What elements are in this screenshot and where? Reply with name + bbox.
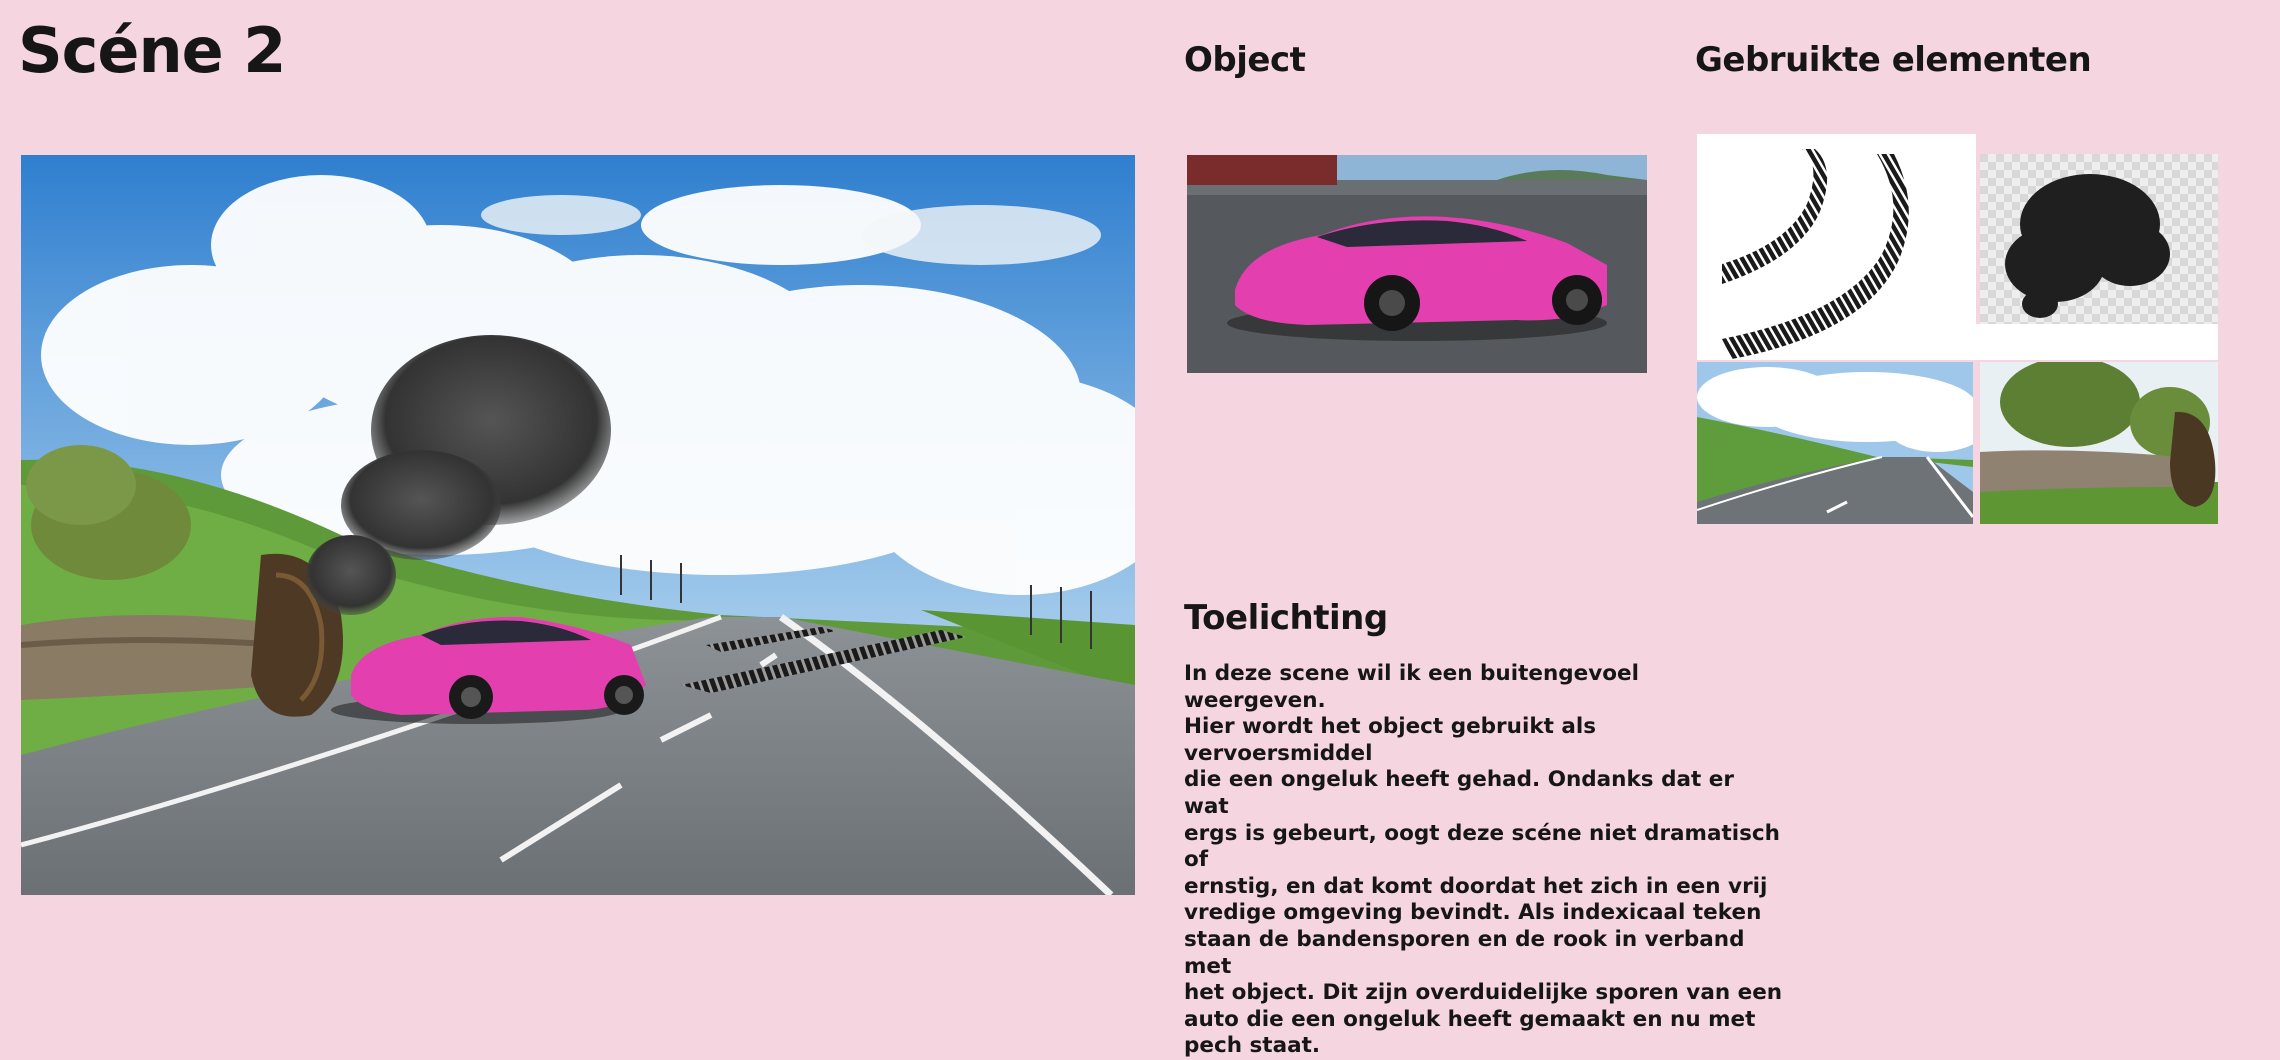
- explanation-line: het object. Dit zijn overduidelijke spor…: [1184, 980, 1783, 1006]
- element-tire-tracks-image: [1697, 134, 1976, 360]
- element-smoke-frame: [1976, 324, 2218, 360]
- element-smoke-image: [1980, 154, 2218, 324]
- explanation-line: auto die een ongeluk heeft gemaakt en nu…: [1184, 1006, 1756, 1032]
- explanation-text: In deze scene wil ik een buitengevoel we…: [1184, 661, 1784, 1060]
- elements-heading: Gebruikte elementen: [1695, 40, 2092, 80]
- object-heading: Object: [1184, 40, 1306, 80]
- scene-composite-image: [21, 155, 1135, 895]
- explanation-line: ernstig, en dat komt doordat het zich in…: [1184, 873, 1768, 899]
- object-car-image: [1187, 155, 1647, 373]
- explanation-line: Hier wordt het object gebruikt als vervo…: [1184, 714, 1597, 766]
- explanation-line: die een ongeluk heeft gehad. Ondanks dat…: [1184, 767, 1734, 819]
- explanation-line: vredige omgeving bevindt. Als indexicaal…: [1184, 900, 1762, 926]
- explanation-line: In deze scene wil ik een buitengevoel we…: [1184, 661, 1639, 713]
- element-road-image: [1697, 362, 1973, 524]
- explanation-line: pech staat.: [1184, 1033, 1321, 1059]
- explanation-line: staan de bandensporen en de rook in verb…: [1184, 926, 1745, 979]
- element-fallen-tree-image: [1980, 362, 2218, 524]
- explanation-heading: Toelichting: [1184, 598, 1388, 638]
- explanation-line: ergs is gebeurt, oogt deze scéne niet dr…: [1184, 820, 1780, 873]
- page-title: Scéne 2: [18, 14, 286, 87]
